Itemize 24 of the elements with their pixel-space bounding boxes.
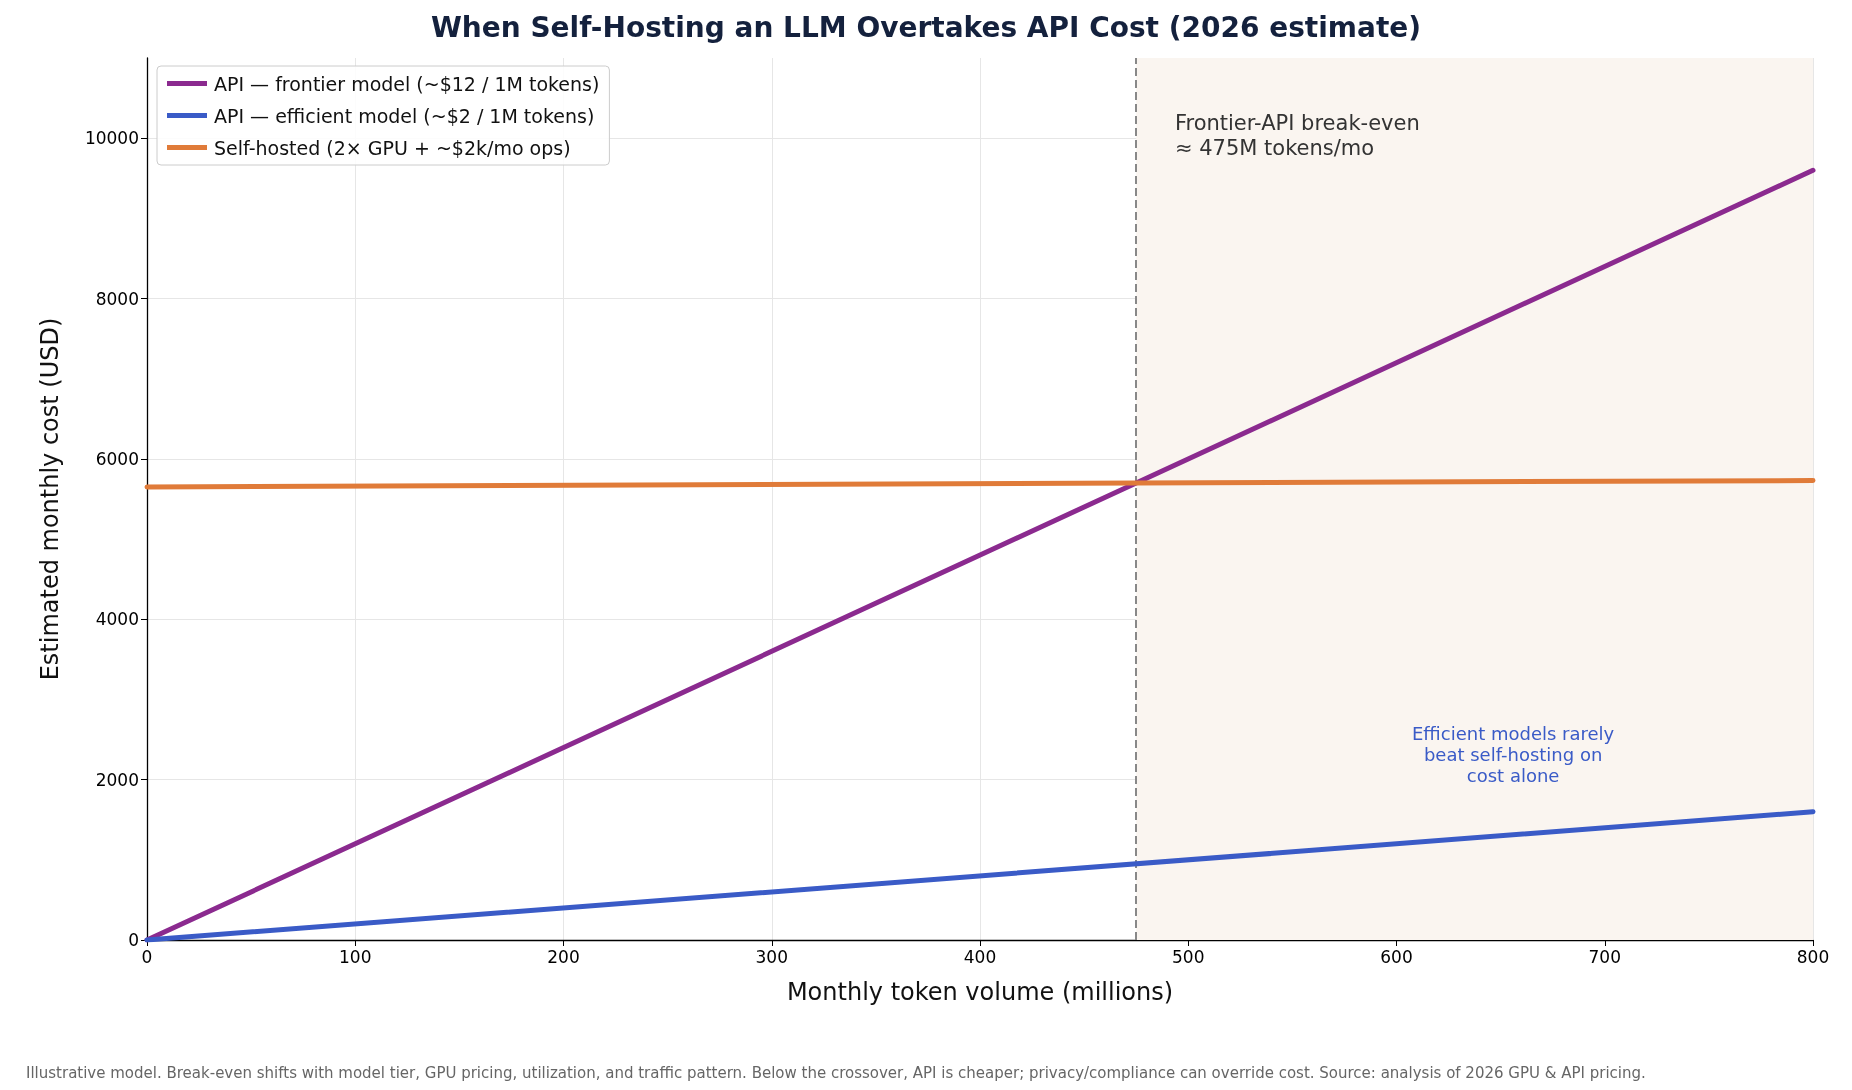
- x-axis-title: Monthly token volume (millions): [786, 978, 1174, 1006]
- annotation: Frontier-API break-even ≈ 475M tokens/mo: [1174, 111, 1420, 161]
- x-tick-label: 0: [141, 946, 153, 967]
- x-tick-label: 200: [547, 946, 580, 967]
- chart-title: When Self-Hosting an LLM Overtakes API Cost (2026 estimate): [430, 10, 1422, 44]
- y-tick-label: 4000: [95, 609, 139, 630]
- text: Illustrative model. Break-even shifts with model tier, GPU pricing, utilization, and traffic pattern. Below the crossover, API is cheaper; privacy/compliance can override cost. Source: analysis of 2026 GPU & API pricing.: [26, 1064, 1646, 1082]
- legend-label: API — efficient model (~$2 / 1M tokens): [214, 104, 595, 127]
- y-tick-label: 10000: [84, 128, 139, 149]
- y-axis-title: Estimated monthly cost (USD): [36, 317, 64, 681]
- y-tick-label: 2000: [95, 769, 139, 790]
- x-tick-label: 400: [963, 946, 997, 967]
- annotation: Efficient models rarely beat self-hosting on cost alone: [1411, 723, 1615, 787]
- x-tick-label: 100: [339, 946, 372, 967]
- x-tick-label: 500: [1172, 946, 1205, 967]
- x-tick-label: 700: [1588, 946, 1621, 967]
- x-tick-label: 600: [1380, 946, 1413, 967]
- y-tick-label: 8000: [95, 288, 139, 309]
- x-tick-label: 300: [755, 946, 788, 967]
- y-tick-label: 6000: [95, 448, 139, 469]
- x-tick-label: 800: [1796, 946, 1830, 967]
- y-tick-label: 0: [128, 930, 139, 950]
- legend-label: Self-hosted (2× GPU + ~$2k/mo ops): [214, 136, 571, 159]
- legend-label: API — frontier model (~$12 / 1M tokens): [214, 72, 600, 95]
